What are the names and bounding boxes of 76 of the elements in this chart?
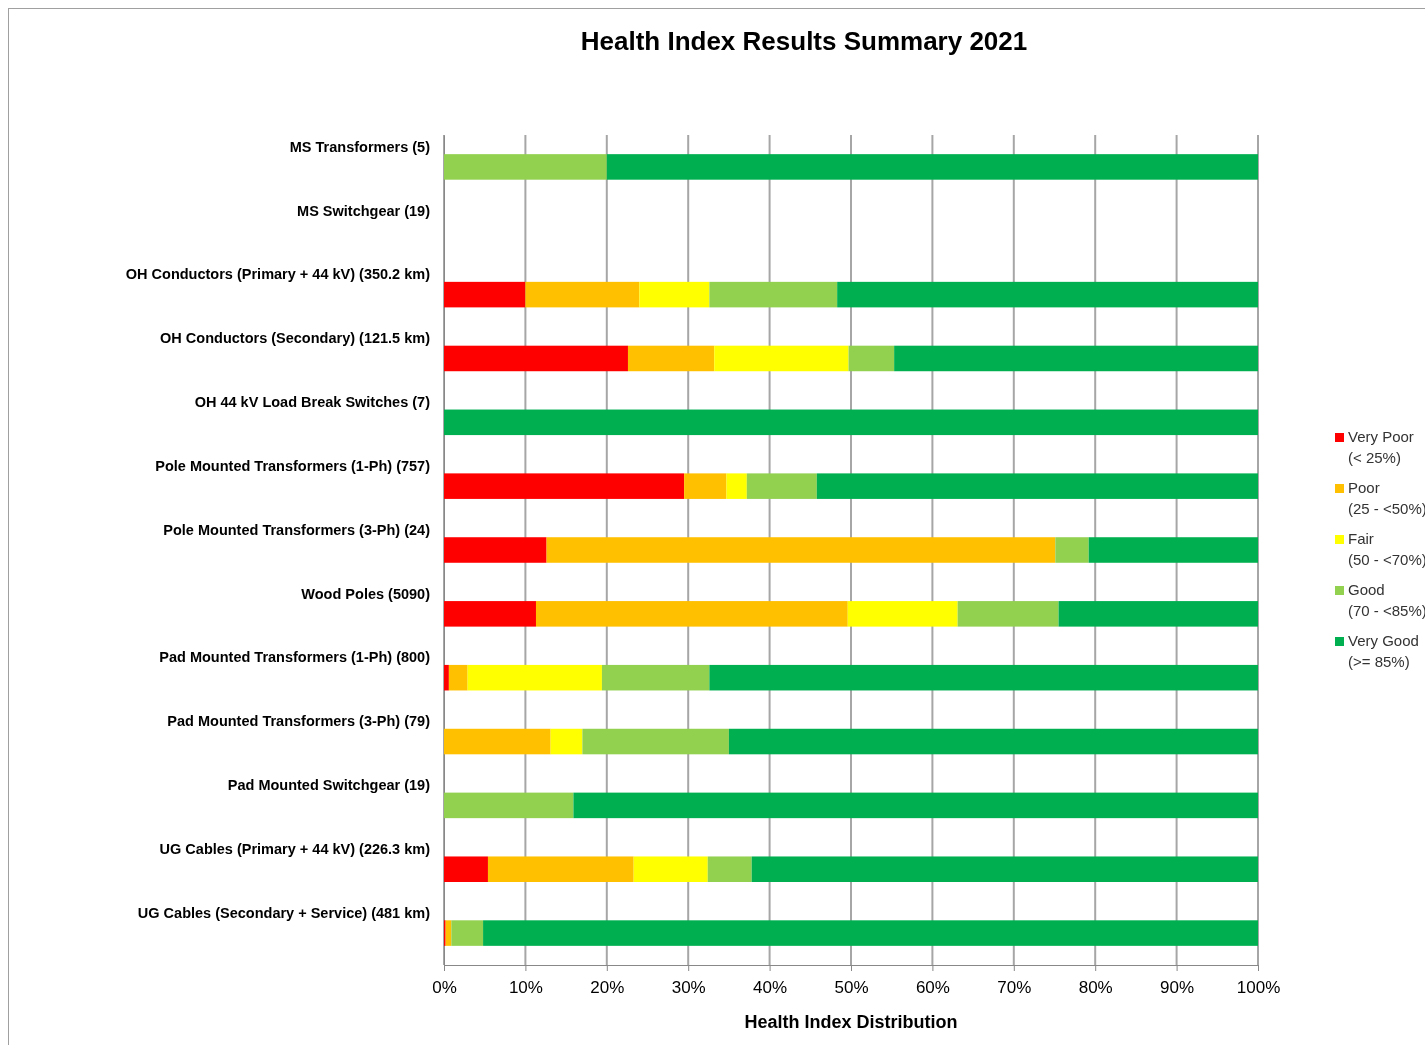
x-tick-label: 80%: [1078, 977, 1113, 997]
legend-label: Good (70 - <85%): [1348, 581, 1425, 619]
x-tick-label: 20%: [590, 977, 625, 997]
y-tick-label: OH 44 kV Load Break Switches (7): [194, 394, 431, 411]
bar: [444, 473, 685, 499]
x-tick-label: 10%: [508, 977, 543, 997]
x-tick-label: 0%: [432, 977, 457, 997]
legend-label: Poor (25 - <50%): [1348, 479, 1425, 517]
y-tick-label: Pad Mounted Transformers (1-Ph) (800): [159, 649, 431, 666]
x-tick-label: 50%: [834, 977, 869, 997]
x-tick-label: 30%: [671, 977, 706, 997]
x-tick-label: 40%: [753, 977, 788, 997]
y-tick-label: OH Conductors (Primary + 44 kV) (350.2 km): [125, 266, 431, 283]
bar: [444, 154, 607, 180]
bar: [816, 473, 1258, 499]
bar: [546, 537, 1056, 563]
bar: [627, 345, 715, 372]
bar: [535, 601, 848, 627]
bar: [709, 281, 838, 308]
bar: [487, 856, 634, 882]
bar: [957, 601, 1059, 627]
bar: [751, 856, 1258, 882]
legend-label: Very Poor (< 25%): [1348, 428, 1414, 466]
bar: [847, 601, 958, 627]
bar: [746, 473, 817, 499]
bar: [707, 856, 752, 882]
bar: [467, 664, 602, 691]
y-tick-label: OH Conductors (Secondary) (121.5 km): [160, 330, 431, 347]
bar: [451, 920, 484, 946]
x-tick-label: 90%: [1160, 977, 1195, 997]
y-tick-label: Pad Mounted Transformers (3-Ph) (79): [167, 713, 431, 730]
bar: [444, 792, 574, 819]
bar: [848, 345, 895, 372]
legend-label: Fair (50 - <70%): [1348, 530, 1425, 568]
bar: [601, 664, 710, 691]
bar: [1088, 537, 1258, 563]
bar: [444, 537, 547, 563]
bar: [444, 409, 1258, 436]
bar: [1055, 537, 1089, 563]
x-tick-label: 70%: [997, 977, 1032, 997]
bar: [573, 792, 1258, 819]
y-tick-label: Pole Mounted Transformers (1-Ph) (757): [155, 457, 431, 474]
bar: [606, 154, 1258, 180]
bar: [444, 856, 488, 882]
bar: [448, 664, 468, 691]
bar: [633, 856, 708, 882]
bar: [444, 281, 526, 308]
bar: [444, 728, 551, 755]
x-axis-title: Health Index Distribution: [744, 1012, 958, 1032]
y-tick-label: UG Cables (Primary + 44 kV) (226.3 km): [159, 841, 431, 858]
y-tick-label: MS Switchgear (19): [297, 202, 431, 219]
bar: [550, 728, 583, 755]
y-tick-label: Pad Mounted Switchgear (19): [227, 777, 431, 794]
x-tick-label: 60%: [915, 977, 950, 997]
bar: [1058, 601, 1258, 627]
bar: [726, 473, 747, 499]
x-tick-label: 100%: [1236, 977, 1281, 997]
bar: [728, 728, 1258, 755]
bar: [582, 728, 729, 755]
y-tick-label: Pole Mounted Transformers (3-Ph) (24): [163, 521, 431, 538]
legend-label: Very Good (>= 85%): [1348, 632, 1419, 670]
bar: [709, 664, 1258, 691]
bar: [444, 345, 628, 372]
bar: [639, 281, 710, 308]
bar: [444, 664, 449, 691]
bar: [684, 473, 727, 499]
y-tick-label: MS Transformers (5): [289, 138, 431, 155]
bar: [525, 281, 640, 308]
y-tick-label: UG Cables (Secondary + Service) (481 km): [137, 904, 431, 921]
chart-title: Health Index Results Summary 2021: [580, 26, 1028, 56]
bar: [714, 345, 849, 372]
y-tick-label: Wood Poles (5090): [301, 585, 431, 602]
bar: [837, 281, 1258, 308]
bar: [483, 920, 1258, 946]
bar: [444, 601, 536, 627]
bar: [894, 345, 1258, 372]
